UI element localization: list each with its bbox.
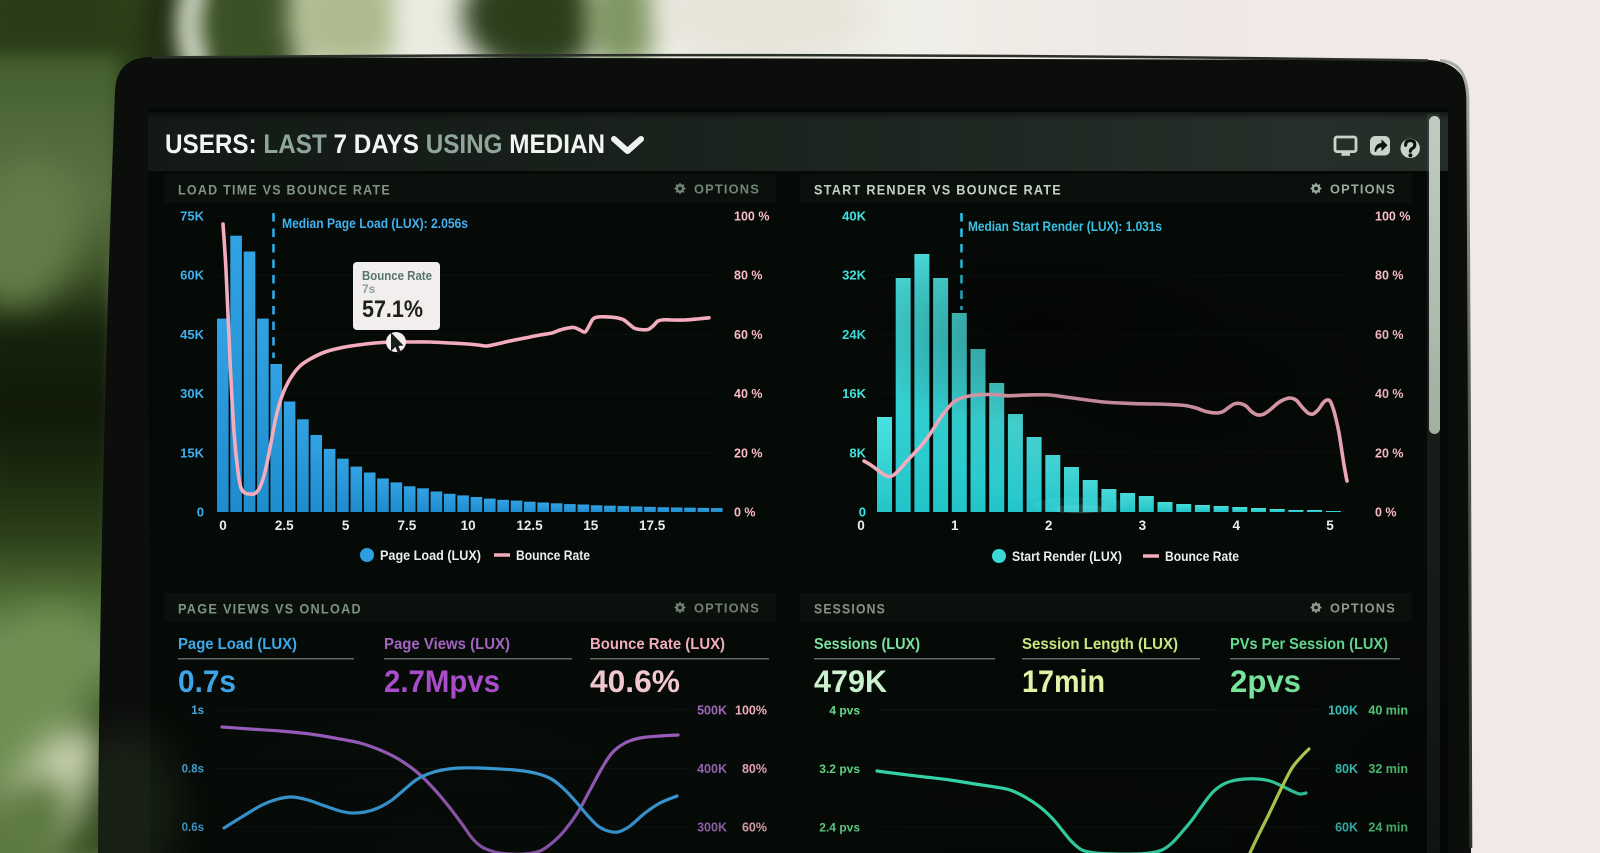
svg-text:Bounce Rate: Bounce Rate	[516, 548, 590, 563]
svg-text:60 %: 60 %	[734, 328, 763, 342]
svg-text:Page Load (LUX): Page Load (LUX)	[380, 548, 481, 563]
svg-text:75K: 75K	[180, 209, 204, 224]
svg-text:16K: 16K	[842, 386, 866, 401]
svg-text:15K: 15K	[180, 445, 204, 460]
svg-text:57.1%: 57.1%	[362, 296, 423, 323]
svg-text:Median Start Render (LUX): 1.0: Median Start Render (LUX): 1.031s	[968, 219, 1162, 234]
svg-text:40 %: 40 %	[1375, 387, 1404, 401]
svg-text:40.6%: 40.6%	[590, 663, 680, 699]
svg-text:Session Length (LUX): Session Length (LUX)	[1022, 636, 1178, 653]
svg-text:60K: 60K	[180, 268, 204, 283]
svg-text:4: 4	[1232, 518, 1240, 533]
svg-text:24K: 24K	[842, 327, 866, 342]
svg-text:100 %: 100 %	[734, 210, 769, 224]
svg-text:Bounce Rate: Bounce Rate	[362, 268, 432, 283]
svg-text:80 %: 80 %	[734, 269, 763, 283]
svg-text:OPTIONS: OPTIONS	[1330, 601, 1396, 616]
svg-text:32 min: 32 min	[1368, 762, 1408, 776]
svg-text:2.4 pvs: 2.4 pvs	[819, 821, 860, 835]
svg-text:60K: 60K	[1335, 821, 1358, 835]
svg-text:40K: 40K	[842, 209, 866, 224]
svg-text:30K: 30K	[180, 386, 204, 401]
svg-text:7s: 7s	[362, 282, 376, 296]
svg-text:Sessions (LUX): Sessions (LUX)	[814, 636, 920, 653]
svg-text:5: 5	[1326, 518, 1334, 533]
svg-text:300K: 300K	[697, 821, 727, 835]
svg-text:4 pvs: 4 pvs	[829, 704, 860, 718]
svg-text:OPTIONS: OPTIONS	[694, 601, 760, 616]
svg-text:24 min: 24 min	[1368, 821, 1408, 835]
svg-text:17.5: 17.5	[639, 518, 666, 533]
svg-text:400K: 400K	[697, 762, 727, 776]
svg-text:10: 10	[461, 518, 476, 533]
svg-text:45K: 45K	[180, 327, 204, 342]
svg-text:3: 3	[1139, 518, 1147, 533]
svg-text:80 %: 80 %	[1375, 269, 1404, 283]
svg-text:3.2 pvs: 3.2 pvs	[819, 762, 860, 776]
svg-text:OPTIONS: OPTIONS	[1330, 182, 1396, 197]
svg-text:479K: 479K	[814, 663, 887, 699]
svg-text:7.5: 7.5	[398, 518, 417, 533]
svg-text:2.7Mpvs: 2.7Mpvs	[384, 663, 500, 699]
svg-text:0.7s: 0.7s	[178, 663, 236, 699]
svg-text:0 %: 0 %	[734, 506, 756, 520]
svg-text:60 %: 60 %	[1375, 328, 1404, 342]
svg-text:32K: 32K	[842, 268, 866, 283]
svg-text:500K: 500K	[697, 704, 727, 718]
svg-text:PAGE VIEWS VS ONLOAD: PAGE VIEWS VS ONLOAD	[178, 601, 362, 617]
svg-text:100%: 100%	[735, 704, 767, 718]
svg-text:Median Page Load (LUX): 2.056s: Median Page Load (LUX): 2.056s	[282, 216, 468, 231]
svg-text:2.5: 2.5	[275, 518, 294, 533]
svg-text:2pvs: 2pvs	[1230, 663, 1301, 699]
svg-text:5: 5	[342, 518, 350, 533]
svg-text:12.5: 12.5	[516, 518, 543, 533]
svg-text:2: 2	[1045, 518, 1053, 533]
svg-text:Bounce Rate (LUX): Bounce Rate (LUX)	[590, 636, 725, 653]
svg-text:60%: 60%	[742, 821, 767, 835]
svg-text:0 %: 0 %	[1375, 506, 1397, 520]
svg-text:8K: 8K	[849, 445, 866, 460]
svg-text:0: 0	[219, 518, 227, 533]
svg-text:START RENDER VS BOUNCE RATE: START RENDER VS BOUNCE RATE	[814, 182, 1062, 198]
svg-text:15: 15	[583, 518, 599, 533]
svg-text:LOAD TIME VS BOUNCE RATE: LOAD TIME VS BOUNCE RATE	[178, 182, 391, 198]
svg-text:0: 0	[857, 518, 865, 533]
svg-text:1s: 1s	[191, 705, 204, 717]
svg-text:Page Views (LUX): Page Views (LUX)	[384, 636, 510, 653]
svg-text:40 %: 40 %	[734, 387, 763, 401]
svg-text:20 %: 20 %	[734, 446, 763, 460]
svg-text:Page Load (LUX): Page Load (LUX)	[178, 636, 297, 653]
svg-text:OPTIONS: OPTIONS	[694, 182, 760, 197]
svg-text:PVs Per Session (LUX): PVs Per Session (LUX)	[1230, 636, 1388, 653]
svg-text:Bounce Rate: Bounce Rate	[1165, 549, 1239, 564]
svg-text:80K: 80K	[1335, 762, 1358, 776]
svg-text:Start Render (LUX): Start Render (LUX)	[1012, 549, 1122, 564]
svg-text:0: 0	[197, 505, 204, 520]
svg-text:20 %: 20 %	[1375, 446, 1404, 460]
svg-text:80%: 80%	[742, 762, 767, 776]
svg-text:SESSIONS: SESSIONS	[814, 601, 886, 617]
svg-text:0.8s: 0.8s	[182, 764, 204, 776]
svg-text:17min: 17min	[1022, 663, 1105, 699]
svg-text:100K: 100K	[1328, 704, 1358, 718]
svg-text:1: 1	[951, 518, 959, 533]
svg-text:40 min: 40 min	[1368, 704, 1408, 718]
svg-text:100 %: 100 %	[1375, 210, 1410, 224]
svg-text:0.6s: 0.6s	[182, 822, 204, 834]
svg-text:USERS: LAST 7 DAYS USING MEDIA: USERS: LAST 7 DAYS USING MEDIAN	[165, 129, 605, 159]
